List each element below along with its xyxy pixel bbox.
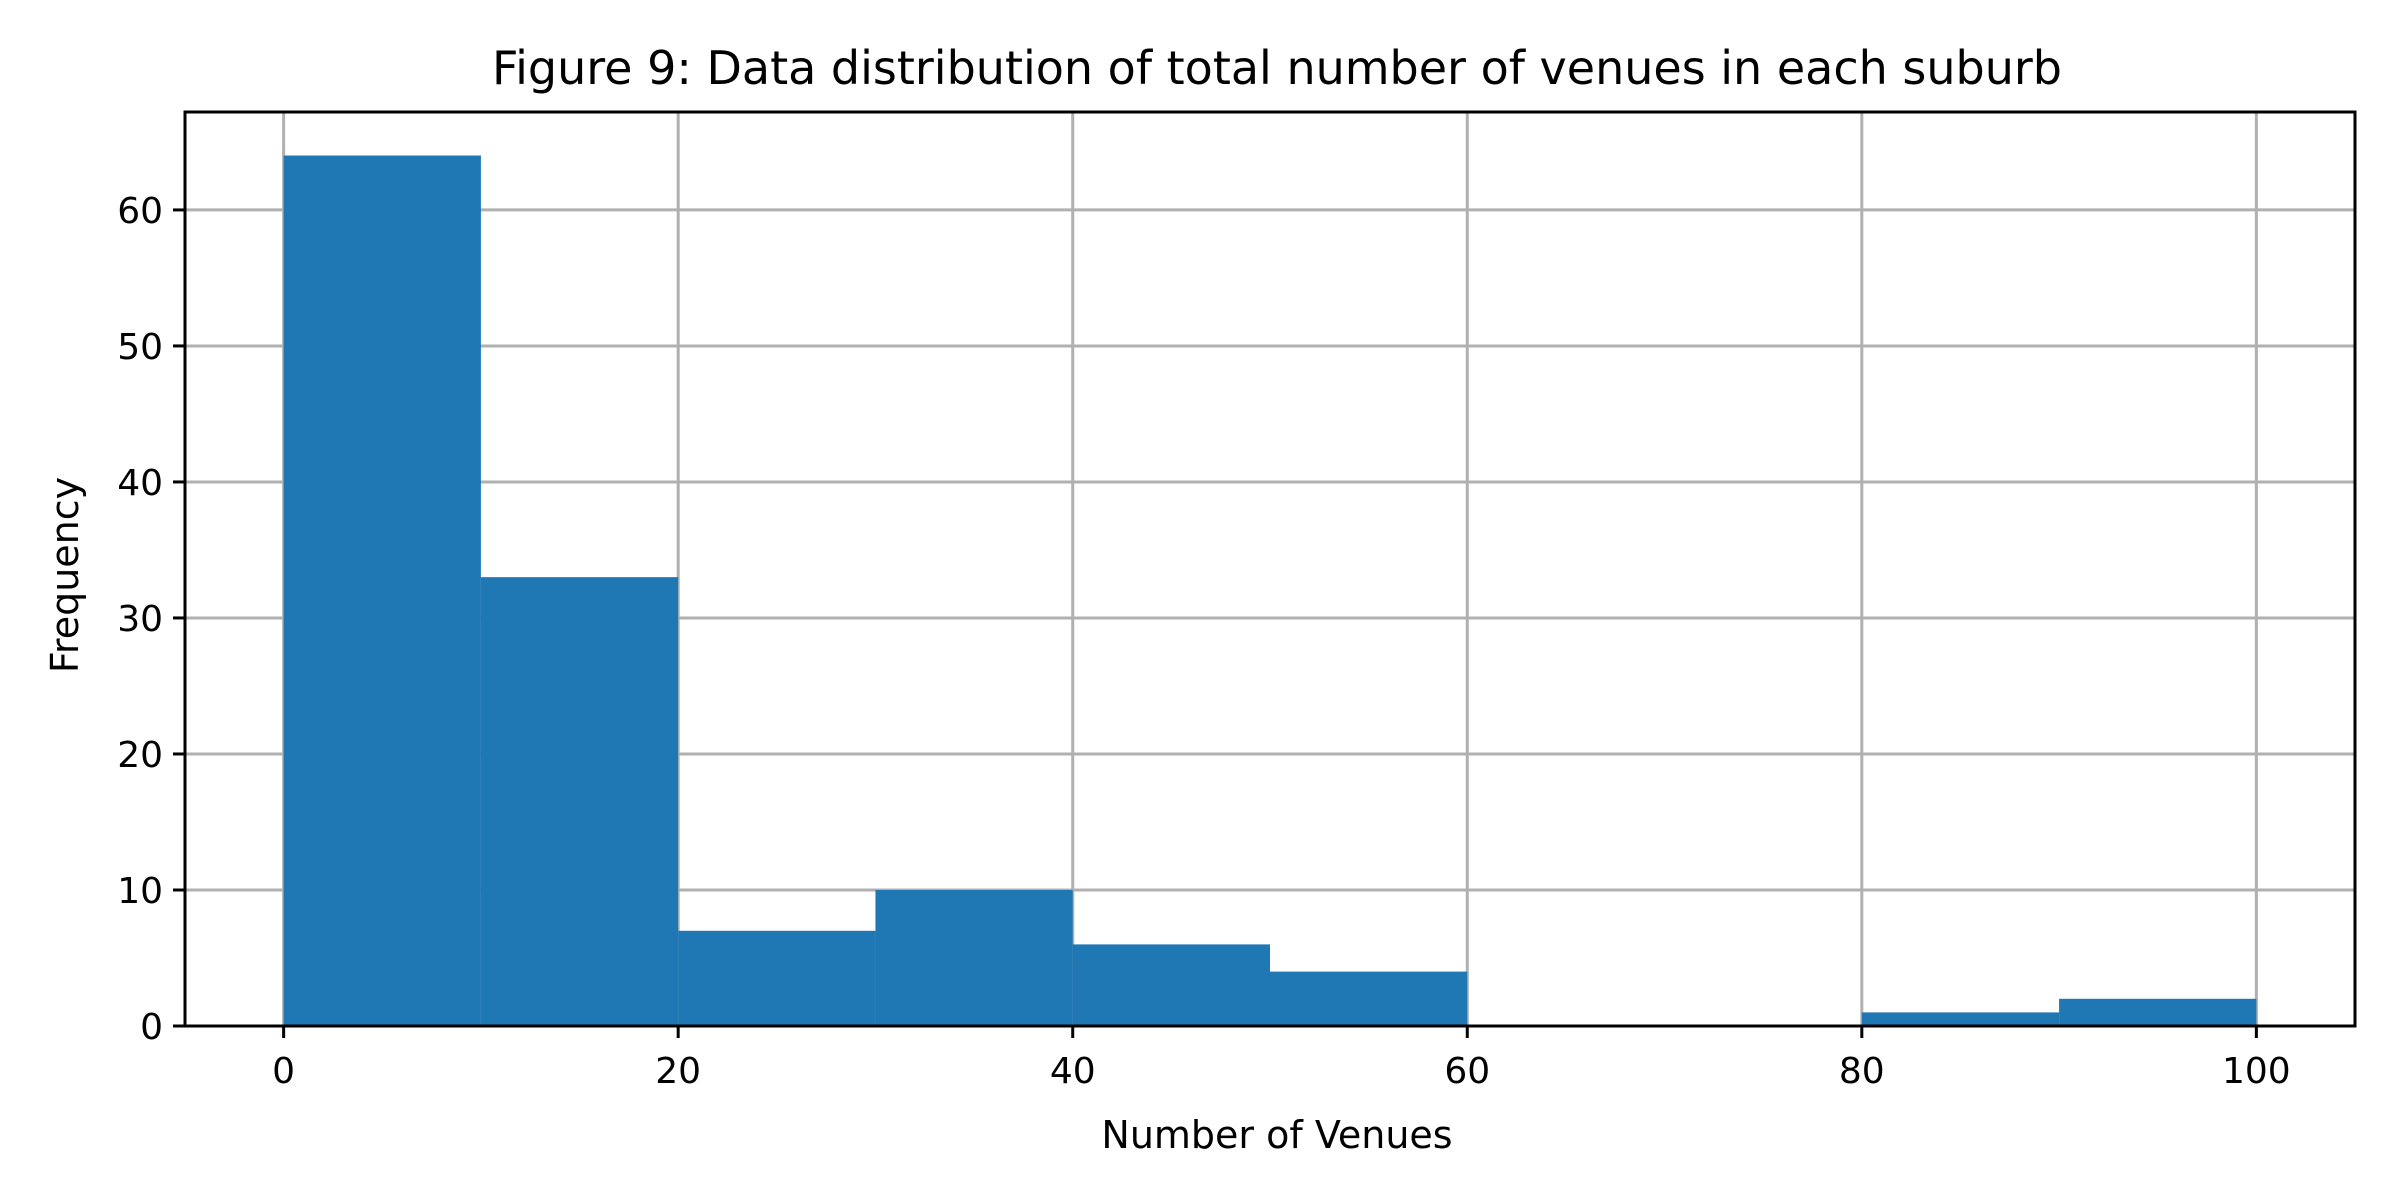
y-axis-label: Frequency: [43, 477, 87, 673]
y-tick-label: 30: [117, 599, 163, 640]
y-tick-label: 40: [117, 463, 163, 504]
x-tick-label: 60: [1444, 1051, 1490, 1092]
y-axis-ticks: 0 10 20 30 40 50 60: [117, 191, 185, 1048]
x-axis-ticks: 0 20 40 60 80 100: [272, 1026, 2291, 1092]
x-tick-label: 20: [655, 1051, 701, 1092]
histogram-bar: [1072, 944, 1270, 1026]
histogram-bar: [1861, 1012, 2060, 1026]
histogram-bar: [2059, 998, 2257, 1026]
histogram-bar: [480, 577, 679, 1026]
x-tick-label: 100: [2222, 1051, 2291, 1092]
chart-title: Figure 9: Data distribution of total num…: [492, 41, 2062, 95]
x-tick-label: 0: [272, 1051, 295, 1092]
histogram-bars: [283, 155, 2257, 1026]
histogram-bar: [1270, 971, 1468, 1026]
histogram-bar: [875, 889, 1073, 1026]
plot-frame: [183, 110, 2357, 1028]
histogram-bar: [678, 930, 876, 1026]
y-tick-label: 0: [140, 1007, 163, 1048]
y-tick-label: 20: [117, 735, 163, 776]
x-tick-label: 40: [1050, 1051, 1096, 1092]
histogram-bar: [283, 155, 481, 1026]
y-tick-label: 50: [117, 327, 163, 368]
x-tick-label: 80: [1839, 1051, 1885, 1092]
y-tick-label: 10: [117, 871, 163, 912]
y-tick-label: 60: [117, 191, 163, 232]
x-axis-label: Number of Venues: [1101, 1113, 1452, 1157]
